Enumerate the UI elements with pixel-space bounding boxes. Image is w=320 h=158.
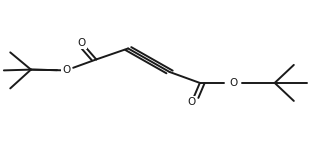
Text: O: O xyxy=(188,97,196,107)
Text: O: O xyxy=(78,38,86,48)
Text: O: O xyxy=(62,65,70,75)
Text: O: O xyxy=(229,78,237,88)
